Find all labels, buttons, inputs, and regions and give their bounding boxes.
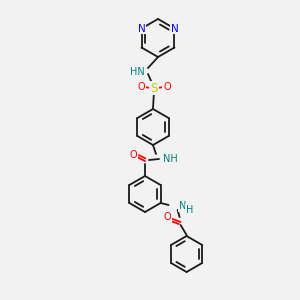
Text: O: O [164, 212, 171, 222]
Text: NH: NH [163, 154, 178, 164]
Text: O: O [163, 82, 171, 92]
Text: S: S [150, 82, 158, 94]
Text: N: N [171, 23, 178, 34]
Text: HN: HN [130, 67, 145, 77]
Text: H: H [186, 205, 193, 215]
Text: N: N [138, 23, 146, 34]
Text: N: N [178, 201, 186, 211]
Text: O: O [129, 150, 137, 160]
Text: O: O [137, 82, 145, 92]
